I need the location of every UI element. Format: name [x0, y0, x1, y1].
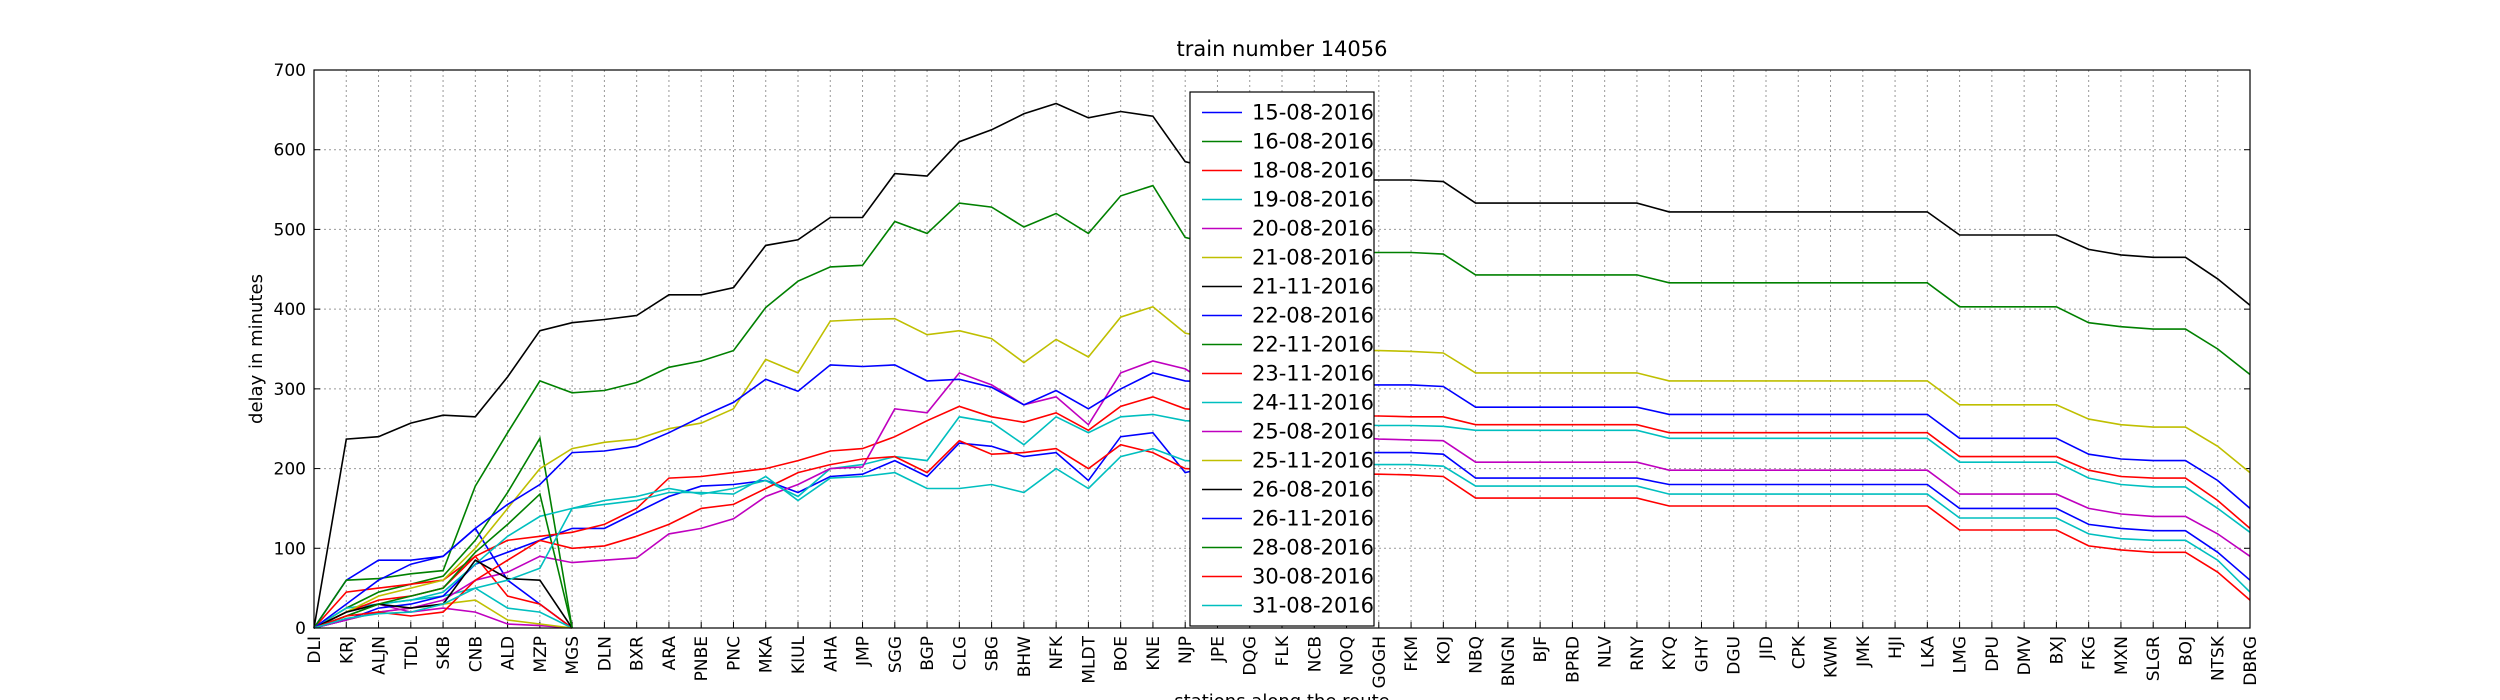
x-tick-label: DPU: [1983, 636, 2003, 672]
x-tick-label: BJF: [1531, 636, 1551, 662]
legend-label: 19-08-2016: [1252, 188, 1374, 212]
y-tick-label: 100: [274, 539, 306, 559]
y-tick-label: 500: [274, 220, 306, 240]
x-tick-label: DMV: [2015, 636, 2035, 676]
legend-label: 26-11-2016: [1252, 507, 1374, 531]
x-tick-label: SBG: [983, 636, 1003, 671]
legend-label: 25-08-2016: [1252, 420, 1374, 444]
x-tick-label: RNY: [1628, 635, 1648, 671]
x-tick-label: KOJ: [1434, 636, 1454, 665]
x-tick-label: KRJ: [337, 636, 357, 664]
x-tick-label: DLI: [305, 636, 325, 664]
y-tick-label: 400: [274, 300, 306, 320]
legend-label: 25-11-2016: [1252, 449, 1374, 473]
series-line: [313, 436, 573, 629]
series-line: [313, 492, 573, 629]
x-tick-label: NJP: [1176, 636, 1196, 664]
legend-label: 22-11-2016: [1252, 333, 1374, 357]
x-tick-label: KYQ: [1660, 636, 1680, 670]
x-tick-label: SGG: [886, 636, 906, 673]
x-tick-label: PNC: [724, 636, 744, 671]
y-tick-label: 600: [274, 141, 306, 161]
x-tick-label: NLV: [1596, 636, 1616, 668]
x-tick-label: DBRG: [2241, 636, 2261, 686]
x-tick-label: MZP: [531, 636, 551, 673]
x-tick-label: LKA: [1918, 636, 1938, 668]
x-tick-label: TDL: [402, 635, 422, 669]
x-tick-label: FLK: [1273, 635, 1293, 666]
x-tick-label: NFK: [1047, 635, 1067, 669]
x-tick-label: JMK: [1854, 635, 1874, 668]
x-tick-label: SKB: [434, 636, 454, 670]
x-tick-label: CLG: [950, 636, 970, 671]
x-tick-label: KWM: [1822, 636, 1842, 678]
y-tick-label: 300: [274, 380, 306, 400]
x-tick-label: BXR: [628, 636, 648, 671]
x-tick-label: BOJ: [2176, 636, 2196, 666]
legend-label: 28-08-2016: [1252, 536, 1374, 560]
legend-label: 24-11-2016: [1252, 391, 1374, 415]
x-tick-label: NOQ: [1338, 636, 1358, 675]
x-tick-label: NBQ: [1467, 636, 1487, 674]
x-tick-label: ARA: [660, 636, 680, 671]
legend-label: 31-08-2016: [1252, 594, 1374, 618]
x-tick-label: BHW: [1015, 636, 1035, 677]
x-tick-label: BNGN: [1499, 636, 1519, 686]
x-tick-label: BGP: [918, 636, 938, 671]
x-tick-label: BXJ: [2047, 636, 2067, 664]
legend-label: 20-08-2016: [1252, 217, 1374, 241]
x-tick-label: DLN: [595, 636, 615, 671]
x-tick-label: NTSK: [2209, 635, 2229, 681]
x-axis-label: stations along the route: [1174, 691, 1389, 700]
y-axis-label: delay in minutes: [246, 274, 267, 424]
x-tick-label: ALJN: [370, 636, 390, 675]
x-tick-label: HJI: [1886, 636, 1906, 659]
legend-label: 21-08-2016: [1252, 246, 1374, 270]
x-tick-label: GHY: [1692, 635, 1712, 672]
x-tick-label: LMG: [1951, 636, 1971, 673]
x-tick-label: JID: [1757, 636, 1777, 660]
legend-label: 26-08-2016: [1252, 478, 1374, 502]
x-tick-label: MXN: [2112, 636, 2132, 675]
y-tick-label: 200: [274, 460, 306, 480]
y-tick-label: 700: [274, 61, 306, 81]
x-tick-label: JPE: [1208, 636, 1228, 663]
x-tick-label: GOGH: [1370, 636, 1390, 689]
x-tick-label: BOE: [1112, 636, 1132, 672]
legend-label: 15-08-2016: [1252, 101, 1374, 125]
x-tick-label: CPK: [1789, 635, 1809, 669]
x-tick-label: KNE: [1144, 636, 1164, 671]
legend-label: 18-08-2016: [1252, 159, 1374, 183]
x-tick-label: SLGR: [2144, 636, 2164, 681]
x-tick-label: AHA: [821, 636, 841, 672]
x-tick-label: JMP: [854, 636, 874, 667]
legend: 15-08-2016 16-08-2016 18-08-2016 19-08-2016…: [1189, 91, 1375, 627]
legend-label: 16-08-2016: [1252, 130, 1374, 154]
legend-label: 21-11-2016: [1252, 275, 1374, 299]
x-tick-label: KIUL: [789, 635, 809, 674]
y-tick-label: 0: [295, 619, 306, 639]
legend-label: 23-11-2016: [1252, 362, 1374, 386]
legend-label: 30-08-2016: [1252, 565, 1374, 589]
x-tick-label: FKG: [2080, 636, 2100, 670]
x-tick-label: PNBE: [692, 636, 712, 681]
x-tick-label: MGS: [563, 636, 583, 675]
x-tick-label: DQG: [1241, 636, 1261, 676]
x-tick-label: DGU: [1725, 636, 1745, 675]
chart-title: train number 14056: [1177, 37, 1388, 61]
x-tick-label: MKA: [757, 636, 777, 674]
x-tick-label: NCB: [1305, 636, 1325, 672]
x-tick-label: BPRD: [1563, 636, 1583, 683]
x-tick-label: CNB: [466, 636, 486, 672]
plot-frame: [313, 69, 2251, 629]
x-tick-label: ALD: [499, 636, 519, 670]
x-tick-label: FKM: [1402, 636, 1422, 672]
x-tick-label: MLDT: [1079, 635, 1099, 683]
legend-label: 22-08-2016: [1252, 304, 1374, 328]
legend-box: [1189, 91, 1375, 627]
